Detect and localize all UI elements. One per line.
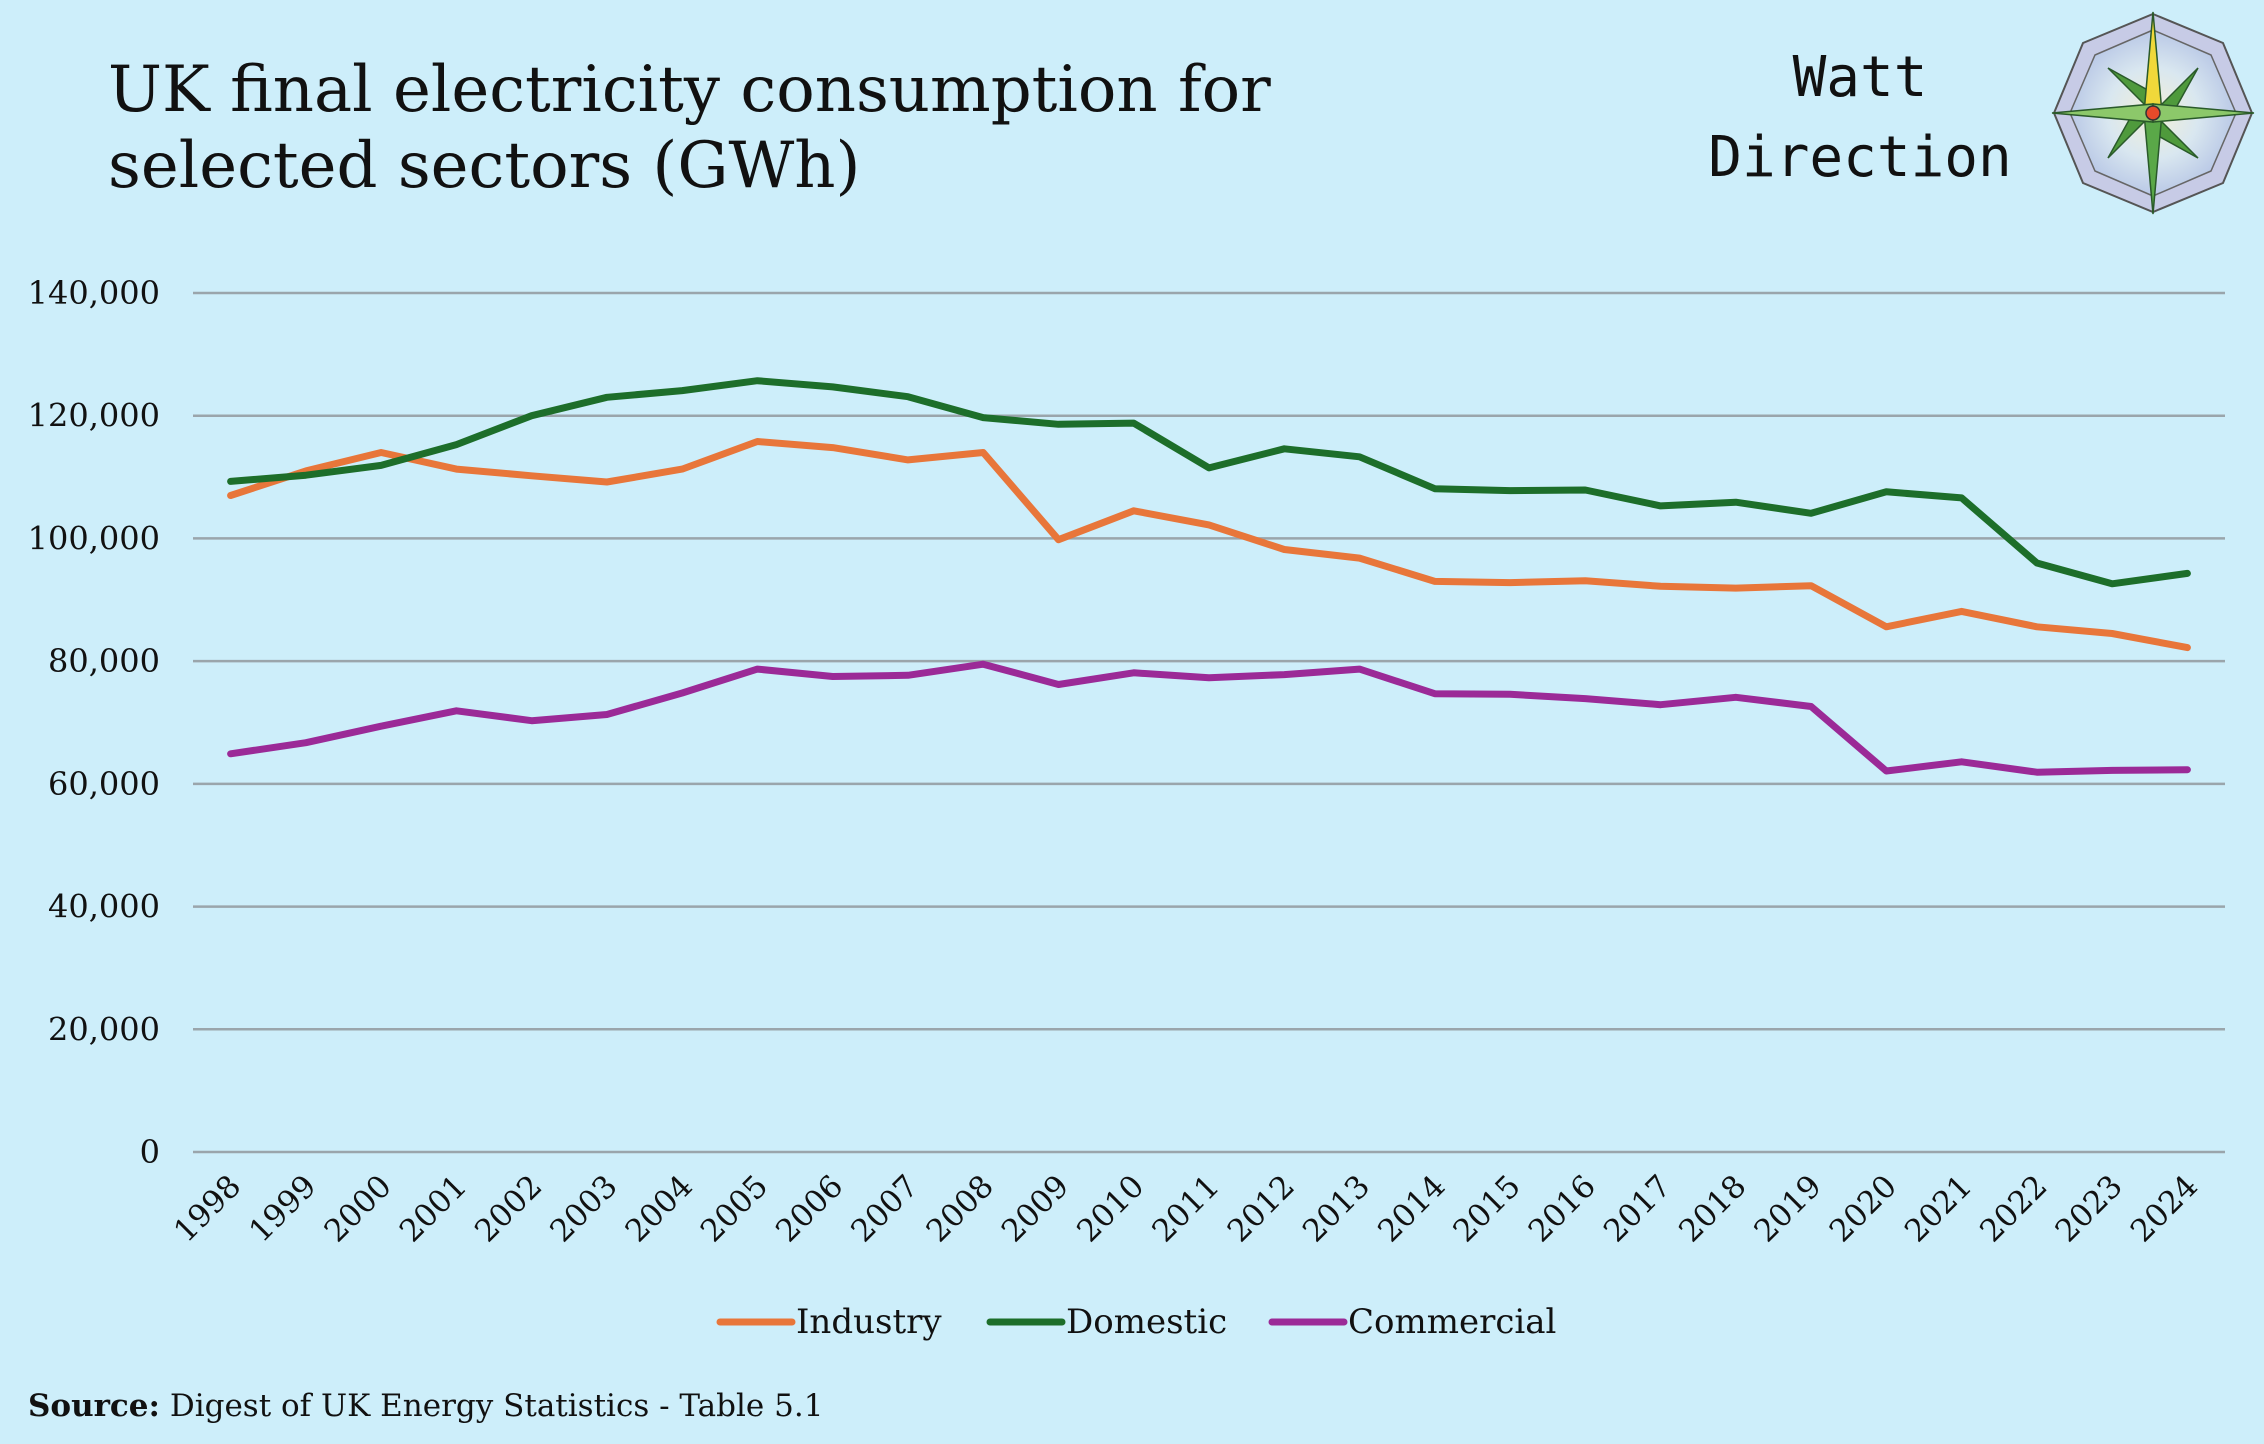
source-note: Source: Digest of UK Energy Statistics -… <box>28 1388 823 1424</box>
x-tick-label: 1998 <box>167 1168 248 1249</box>
x-tick-label: 2004 <box>619 1168 700 1249</box>
x-tick-label: 2020 <box>1823 1168 1904 1249</box>
y-tick-label: 60,000 <box>48 765 160 803</box>
legend-label: Industry <box>796 1302 942 1342</box>
x-tick-label: 2017 <box>1597 1168 1678 1249</box>
y-tick-label: 0 <box>140 1133 160 1171</box>
series-line-commercial <box>227 660 2191 776</box>
chart-title-line-2: selected sectors (GWh) <box>108 129 861 203</box>
chart-title-line-1: UK final electricity consumption for <box>108 53 1271 127</box>
watt-direction-logo: Watt Direction <box>1640 8 2260 218</box>
x-tick-label: 2012 <box>1221 1168 1302 1249</box>
x-axis-labels: 1998199920002001200220032004200520062007… <box>167 1168 2205 1249</box>
x-tick-label: 2008 <box>920 1168 1001 1249</box>
series-line-domestic <box>227 377 2191 588</box>
legend: Industry Domestic Commercial <box>716 1302 1556 1342</box>
x-tick-label: 2003 <box>543 1168 624 1249</box>
x-tick-label: 2010 <box>1070 1168 1151 1249</box>
x-tick-label: 2006 <box>769 1168 850 1249</box>
chart-title: UK final electricity consumption for sel… <box>108 52 1508 204</box>
y-tick-label: 100,000 <box>28 519 160 557</box>
legend-label: Domestic <box>1066 1302 1227 1342</box>
x-tick-label: 2000 <box>318 1168 399 1249</box>
y-tick-label: 140,000 <box>28 274 160 312</box>
logo-text: Watt Direction <box>1660 38 2060 198</box>
source-text: Digest of UK Energy Statistics - Table 5… <box>169 1388 824 1424</box>
y-tick-label: 80,000 <box>48 642 160 680</box>
logo-text-line-2: Direction <box>1708 125 2012 190</box>
y-axis-labels: 0 20,000 40,000 60,000 80,000 100,000 120,000 1… <box>28 274 160 1171</box>
compass-rose-icon <box>2051 11 2255 215</box>
grid-lines <box>193 291 2225 1154</box>
x-tick-label: 2016 <box>1522 1168 1603 1249</box>
series-line-industry <box>227 438 2191 652</box>
logo-text-line-1: Watt <box>1792 45 1928 110</box>
legend-label: Commercial <box>1348 1302 1556 1342</box>
x-tick-label: 2024 <box>2124 1168 2205 1249</box>
x-tick-label: 2013 <box>1296 1168 1377 1249</box>
x-tick-label: 2002 <box>468 1168 549 1249</box>
y-tick-label: 120,000 <box>28 397 160 435</box>
x-tick-label: 2023 <box>2049 1168 2130 1249</box>
x-tick-label: 1999 <box>242 1168 323 1249</box>
x-tick-label: 2005 <box>694 1168 775 1249</box>
x-tick-label: 2001 <box>393 1168 474 1249</box>
x-tick-label: 2018 <box>1672 1168 1753 1249</box>
y-tick-label: 20,000 <box>48 1010 160 1048</box>
x-tick-label: 2015 <box>1446 1168 1527 1249</box>
source-label: Source: <box>28 1388 160 1424</box>
x-tick-label: 2011 <box>1145 1168 1226 1249</box>
x-tick-label: 2007 <box>844 1168 925 1249</box>
x-tick-label: 2022 <box>1973 1168 2054 1249</box>
x-tick-label: 2019 <box>1747 1168 1828 1249</box>
legend-item-commercial: Commercial <box>1268 1302 1556 1342</box>
x-tick-label: 2014 <box>1371 1168 1452 1249</box>
y-tick-label: 40,000 <box>48 888 160 926</box>
x-tick-label: 2009 <box>995 1168 1076 1249</box>
legend-item-domestic: Domestic <box>986 1302 1227 1342</box>
series-lines <box>227 377 2191 776</box>
legend-item-industry: Industry <box>716 1302 942 1342</box>
x-tick-label: 2021 <box>1898 1168 1979 1249</box>
